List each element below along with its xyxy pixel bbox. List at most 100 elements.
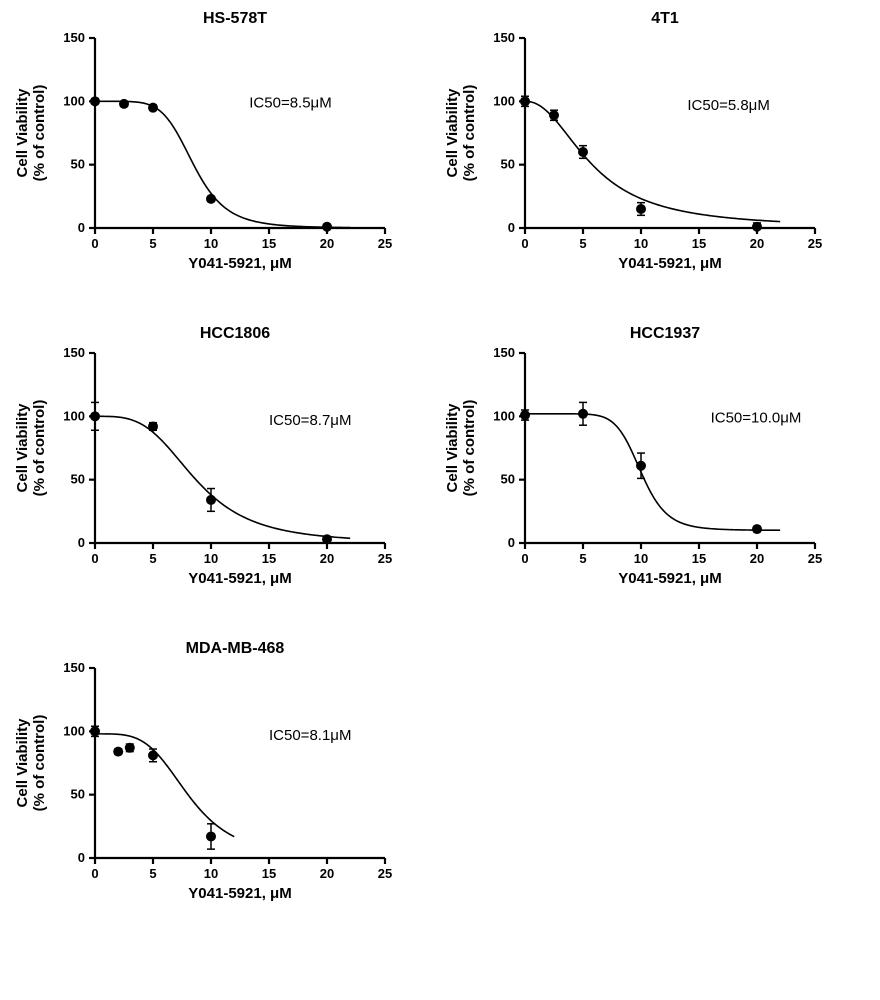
y-tick-label: 0 xyxy=(78,220,85,235)
x-tick-label: 5 xyxy=(579,551,586,566)
x-tick-label: 10 xyxy=(204,551,218,566)
x-tick-label: 20 xyxy=(320,551,334,566)
ic50-annotation: IC50=10.0μM xyxy=(711,410,802,427)
chart-plot: 0510152025050100150Y041-5921, μMCell Via… xyxy=(5,28,425,314)
y-tick-label: 100 xyxy=(493,408,515,423)
y-tick-label: 50 xyxy=(71,472,85,487)
chart-plot: 0 5 10 15 20 25 0 50 100 150 Y041-5921, μM Cell Via… xyxy=(5,343,425,629)
fit-curve xyxy=(95,416,350,538)
data-point xyxy=(520,96,530,106)
y-tick-label: 0 xyxy=(78,850,85,865)
data-point xyxy=(578,409,588,419)
data-point xyxy=(520,410,530,420)
x-tick-label: 25 xyxy=(378,551,392,566)
x-tick-label: 25 xyxy=(378,866,392,881)
ic50-annotation: IC50=8.7μM xyxy=(269,412,351,429)
data-point xyxy=(90,96,100,106)
data-point xyxy=(90,726,100,736)
x-tick-label: 10 xyxy=(634,236,648,251)
data-point xyxy=(119,99,129,109)
data-point xyxy=(125,743,135,753)
chart-plot: 0510152025050100150Y041-5921, μMCell Via… xyxy=(435,28,855,314)
fit-curve xyxy=(525,414,780,530)
y-tick-label: 50 xyxy=(71,157,85,172)
y-axis-label: Cell Viability(% of control) xyxy=(444,85,478,182)
y-tick-label: 150 xyxy=(493,30,515,45)
x-tick-label: 25 xyxy=(808,551,822,566)
x-tick-label: 15 xyxy=(262,866,276,881)
data-point xyxy=(549,110,559,120)
x-axis-label: Y041-5921, μM xyxy=(188,255,291,272)
x-tick-label: 25 xyxy=(378,236,392,251)
data-point xyxy=(636,204,646,214)
x-tick-label: 0 xyxy=(91,551,98,566)
chart-plot: 0510152025050100150Y041-5921, μMCell Via… xyxy=(435,343,855,629)
x-tick-label: 5 xyxy=(149,551,156,566)
data-point xyxy=(148,103,158,113)
x-tick-label: 10 xyxy=(204,866,218,881)
y-axis-label: Cell Viability(% of control) xyxy=(14,715,48,812)
y-tick-label: 150 xyxy=(63,660,85,675)
y-axis-label: Cell Viability(% of control) xyxy=(444,400,478,497)
x-tick-label: 20 xyxy=(320,866,334,881)
y-tick-label: 50 xyxy=(501,157,515,172)
x-tick-label: 15 xyxy=(262,236,276,251)
data-point xyxy=(752,524,762,534)
y-tick-label: 100 xyxy=(63,723,85,738)
data-point xyxy=(206,831,216,841)
x-tick-label: 15 xyxy=(692,236,706,251)
data-point xyxy=(752,222,762,232)
x-tick-label: 10 xyxy=(634,551,648,566)
y-axis-label: Cell Viability(% of control) xyxy=(14,400,48,497)
y-tick-label: 150 xyxy=(63,345,85,360)
y-tick-label: 50 xyxy=(501,472,515,487)
fit-curve xyxy=(95,101,350,227)
ic50-annotation: IC50=8.1μM xyxy=(269,727,351,744)
x-tick-label: 20 xyxy=(750,551,764,566)
chart-title: HCC1937 xyxy=(475,325,855,343)
x-tick-label: 5 xyxy=(149,866,156,881)
fit-curve xyxy=(525,101,780,221)
y-tick-label: 50 xyxy=(71,787,85,802)
y-axis-label: Cell Viability(% of control) xyxy=(14,85,48,182)
y-tick-label: 0 xyxy=(508,220,515,235)
data-point xyxy=(322,534,332,544)
chart-panel-hcc1937: HCC19370510152025050100150Y041-5921, μMC… xyxy=(435,325,855,635)
x-tick-label: 20 xyxy=(320,236,334,251)
x-tick-label: 25 xyxy=(808,236,822,251)
data-point xyxy=(636,461,646,471)
x-axis-label: Y041-5921, μM xyxy=(188,885,291,902)
chart-title: 4T1 xyxy=(475,10,855,28)
x-axis-label: Y041-5921, μM xyxy=(188,570,291,587)
x-tick-label: 5 xyxy=(149,236,156,251)
chart-plot: 0 5 10 15 20 25 0 50 100 150 Y041-5921, μM Cell Via… xyxy=(5,658,425,944)
y-tick-label: 100 xyxy=(63,408,85,423)
chart-panel-4t1: 4T10510152025050100150Y041-5921, μMCell … xyxy=(435,10,855,320)
chart-title: HS-578T xyxy=(45,10,425,28)
data-point xyxy=(113,747,123,757)
x-tick-label: 0 xyxy=(521,551,528,566)
y-tick-label: 0 xyxy=(78,535,85,550)
x-tick-label: 15 xyxy=(692,551,706,566)
data-point xyxy=(148,421,158,431)
data-point xyxy=(578,147,588,157)
x-axis-label: Y041-5921, μM xyxy=(618,255,721,272)
ic50-annotation: IC50=5.8μM xyxy=(687,97,769,114)
x-tick-label: 10 xyxy=(204,236,218,251)
chart-panel-mdamb468: MDA-MB-468 0 5 10 15 20 25 0 50 100 150 Y041-5921, … xyxy=(5,640,425,950)
data-point xyxy=(90,411,100,421)
y-tick-label: 100 xyxy=(493,93,515,108)
data-point xyxy=(148,750,158,760)
data-point xyxy=(206,194,216,204)
y-tick-label: 100 xyxy=(63,93,85,108)
chart-panel-hs578t: HS-578T0510152025050100150Y041-5921, μMC… xyxy=(5,10,425,320)
data-point xyxy=(322,222,332,232)
chart-panel-hcc1806: HCC18060510152025050100150Y041-5921, μMC… xyxy=(5,325,425,635)
x-tick-label: 0 xyxy=(521,236,528,251)
chart-title: MDA-MB-468 xyxy=(45,640,425,658)
x-tick-label: 5 xyxy=(579,236,586,251)
x-tick-label: 0 xyxy=(91,866,98,881)
y-tick-label: 0 xyxy=(508,535,515,550)
x-tick-label: 0 xyxy=(91,236,98,251)
x-tick-label: 15 xyxy=(262,551,276,566)
